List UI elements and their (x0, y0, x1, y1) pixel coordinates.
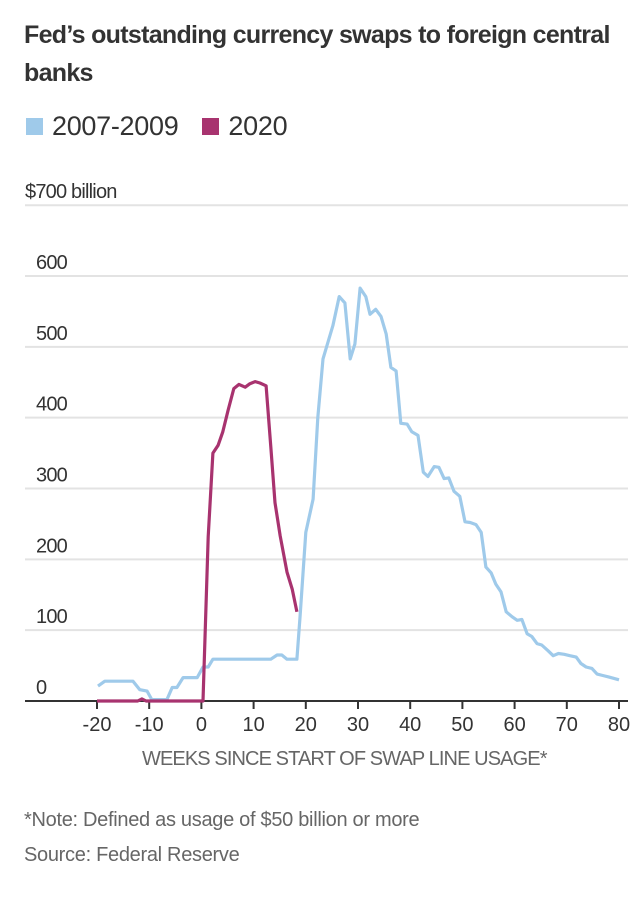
chart-source: Source: Federal Reserve (24, 844, 240, 866)
x-tick-label: 30 (347, 714, 369, 736)
series-line-2007-2009 (97, 286, 620, 702)
series-line-2020 (97, 380, 299, 703)
x-tick-label: 20 (295, 714, 317, 736)
y-tick-label: 100 (36, 606, 68, 628)
y-tick-label: 500 (36, 323, 68, 345)
x-axis-title: WEEKS SINCE START OF SWAP LINE USAGE* (142, 748, 548, 770)
x-tick-label: -20 (83, 714, 112, 736)
x-tick-label: 80 (608, 714, 630, 736)
chart-title: Fed’s outstanding currency swaps to fore… (24, 21, 610, 87)
legend-label-2020: 2020 (228, 111, 288, 141)
y-tick-label: 300 (36, 465, 68, 487)
x-tick-label: 70 (556, 714, 578, 736)
x-tick-label: 10 (242, 714, 264, 736)
legend-label-2007-2009: 2007-2009 (52, 111, 179, 141)
legend-swatch-2020 (202, 118, 220, 135)
y-tick-label: 400 (36, 394, 68, 416)
x-tick-label: 40 (399, 714, 421, 736)
x-tick-label: 50 (451, 714, 473, 736)
x-tick-label: 0 (196, 714, 207, 736)
chart-legend: 2007-2009 2020 (26, 111, 311, 142)
legend-swatch-2007-2009 (26, 118, 43, 135)
x-tick-label: -10 (135, 714, 164, 736)
y-tick-label: $700 billion (25, 181, 117, 203)
legend-item-2020: 2020 (202, 111, 288, 142)
legend-item-2007-2009: 2007-2009 (26, 111, 179, 142)
x-tick-label: 60 (503, 714, 525, 736)
y-tick-label: 200 (36, 535, 68, 557)
y-tick-label: 600 (36, 252, 68, 274)
y-tick-label: 0 (36, 677, 47, 699)
chart-note: *Note: Defined as usage of $50 billion o… (24, 809, 420, 831)
